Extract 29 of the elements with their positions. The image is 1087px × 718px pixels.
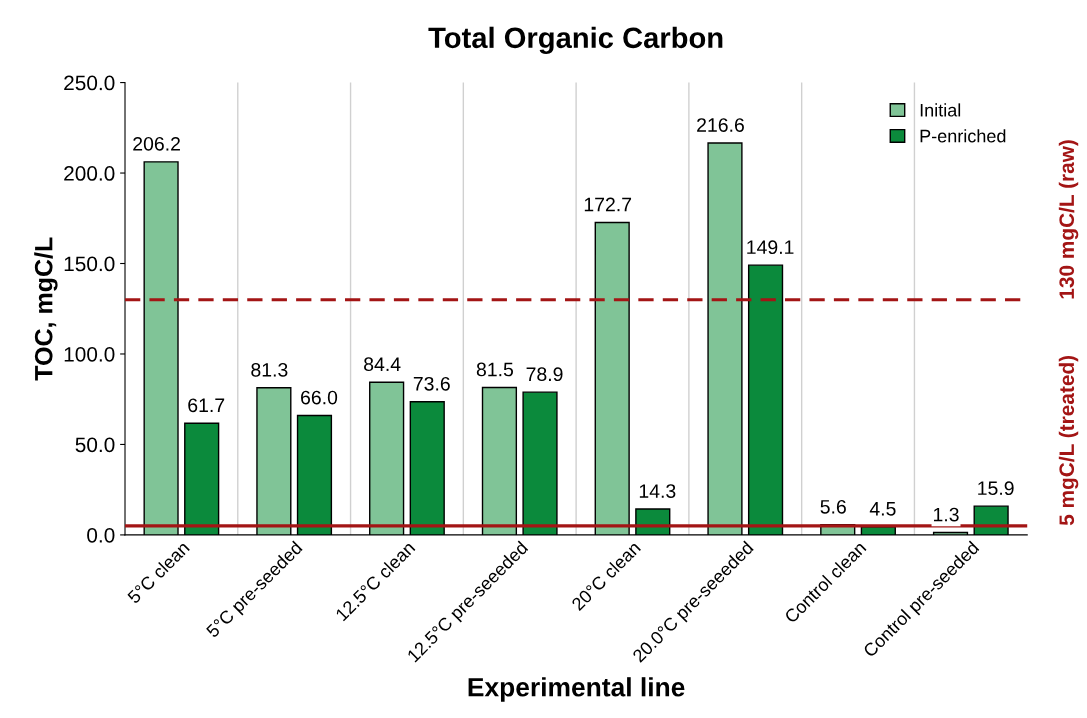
- data-label: 14.3: [639, 484, 676, 498]
- legend-label: Initial: [920, 103, 961, 117]
- data-label: 66.0: [301, 390, 338, 405]
- data-label: 15.9: [978, 481, 1014, 496]
- y-axis-title: TOC, mgC/L: [34, 237, 58, 381]
- ref-line-label: 5 mgC/L (treated): [1058, 355, 1079, 526]
- data-label: 206.2: [133, 136, 180, 151]
- ref-line-label: 130 mgC/L (raw): [1058, 140, 1079, 299]
- data-label: 1.3: [933, 507, 959, 522]
- y-tick-label: 50.0: [75, 437, 115, 453]
- data-label: 149.1: [747, 240, 794, 255]
- legend-label: P-enriched: [920, 129, 1006, 143]
- data-label: 61.7: [188, 398, 225, 413]
- data-label: 216.6: [697, 118, 744, 132]
- y-tick-label: 150.0: [64, 256, 115, 272]
- data-label: 73.6: [413, 376, 450, 391]
- data-label: 4.5: [869, 502, 896, 516]
- data-label: 5.6: [820, 499, 846, 514]
- data-label: 172.7: [584, 197, 632, 212]
- chart-title: Total Organic Carbon: [428, 26, 723, 55]
- data-label: 81.3: [251, 362, 288, 377]
- y-tick-label: 0.0: [87, 527, 115, 543]
- data-label: 78.9: [526, 367, 563, 382]
- y-tick-label: 200.0: [64, 166, 115, 181]
- x-axis-title: Experimental line: [468, 677, 685, 702]
- data-label: 81.5: [476, 362, 514, 377]
- y-tick-label: 100.0: [64, 346, 115, 362]
- y-tick-label: 250.0: [64, 75, 115, 91]
- data-label: 84.4: [364, 357, 401, 372]
